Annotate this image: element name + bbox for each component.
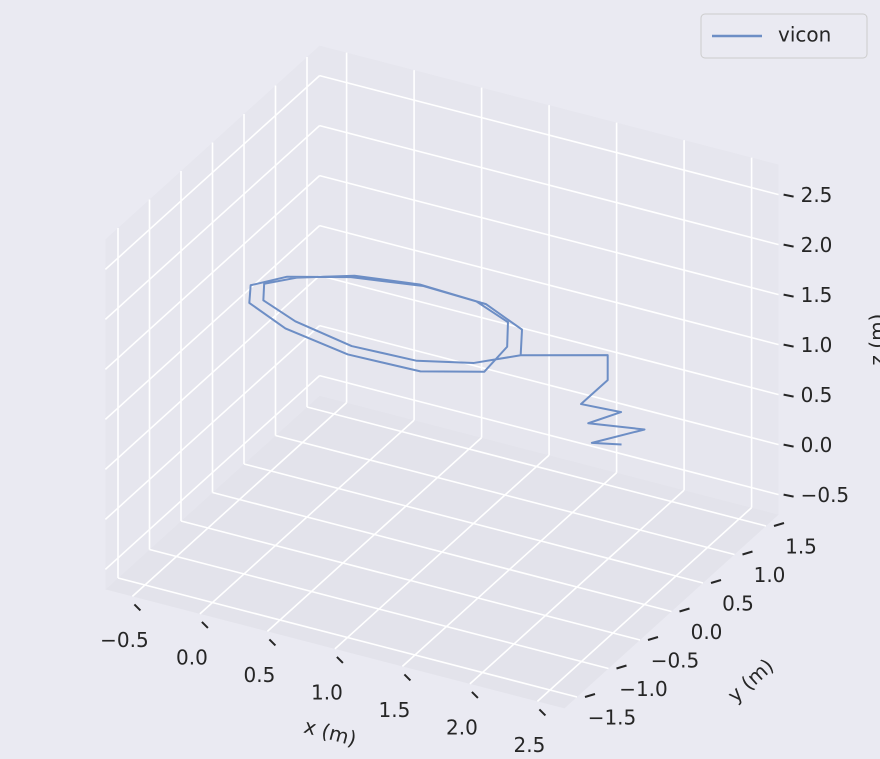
z-tick-label: 0.0 [801, 433, 833, 457]
y-tick [647, 636, 659, 641]
grid-line [104, 125, 321, 320]
grid-line [319, 124, 779, 246]
grid-line [117, 577, 578, 698]
grid-line [243, 463, 704, 584]
z-tick [783, 493, 794, 498]
grid-line [149, 548, 609, 670]
z-tick-label: 2.5 [801, 183, 833, 207]
y-tick-label: −0.5 [651, 649, 700, 673]
z-tick-label: 2.0 [801, 233, 833, 257]
y-tick-label: 0.0 [691, 620, 723, 644]
legend-box [700, 13, 868, 59]
y-tick [679, 607, 690, 613]
y-tick [584, 693, 596, 698]
z-tick [783, 443, 794, 448]
x-tick [336, 656, 344, 664]
grid-line [104, 225, 321, 420]
grid-line [275, 434, 735, 556]
y-tick-label: 1.0 [754, 563, 786, 587]
y-tick [710, 579, 722, 584]
grid-line [212, 491, 672, 613]
z-tick-label: 1.0 [801, 333, 833, 357]
grid-line [319, 324, 779, 446]
z-tick [783, 293, 794, 298]
trajectory [248, 274, 646, 446]
x-tick [268, 638, 277, 647]
x-tick-label: 0.0 [176, 645, 208, 669]
grid-line [319, 74, 779, 196]
x-tick [133, 603, 142, 612]
z-tick [783, 393, 794, 398]
grid-line [319, 224, 779, 346]
x-tick [201, 621, 209, 629]
grid-line [319, 174, 779, 296]
x-tick [403, 673, 412, 682]
x-tick [471, 691, 479, 699]
x-tick-label: 0.5 [243, 663, 275, 687]
y-tick-label: 1.5 [785, 535, 817, 559]
grid-line [104, 325, 321, 520]
z-tick [783, 343, 794, 348]
legend: vicon [700, 13, 868, 59]
y-tick [742, 550, 753, 556]
z-tick [783, 193, 794, 198]
legend-label: vicon [778, 23, 831, 47]
z-tick [783, 243, 794, 248]
x-tick-label: 1.5 [378, 698, 410, 722]
grid-line [104, 275, 321, 470]
grid-line [180, 520, 641, 641]
y-tick [773, 522, 785, 527]
x-tick [538, 708, 547, 717]
grid-line [104, 75, 321, 270]
grid-line [319, 374, 779, 496]
z-axis-label: z (m) [865, 314, 880, 366]
z-tick-label: −0.5 [801, 483, 850, 507]
z-tick-label: 0.5 [801, 383, 833, 407]
grid-line [306, 406, 767, 527]
y-tick-label: −1.5 [588, 706, 637, 730]
y-tick [616, 664, 627, 670]
z-tick-label: 1.5 [801, 283, 833, 307]
x-tick-label: −0.5 [100, 628, 149, 652]
y-tick-label: 0.5 [722, 592, 754, 616]
y-tick-label: −1.0 [619, 677, 668, 701]
x-tick-label: 2.0 [446, 715, 478, 739]
grid-line [104, 375, 321, 570]
grid-line [319, 274, 779, 396]
grid-line [104, 175, 321, 370]
x-tick-label: 2.5 [513, 733, 545, 757]
x-tick-label: 1.0 [311, 680, 343, 704]
